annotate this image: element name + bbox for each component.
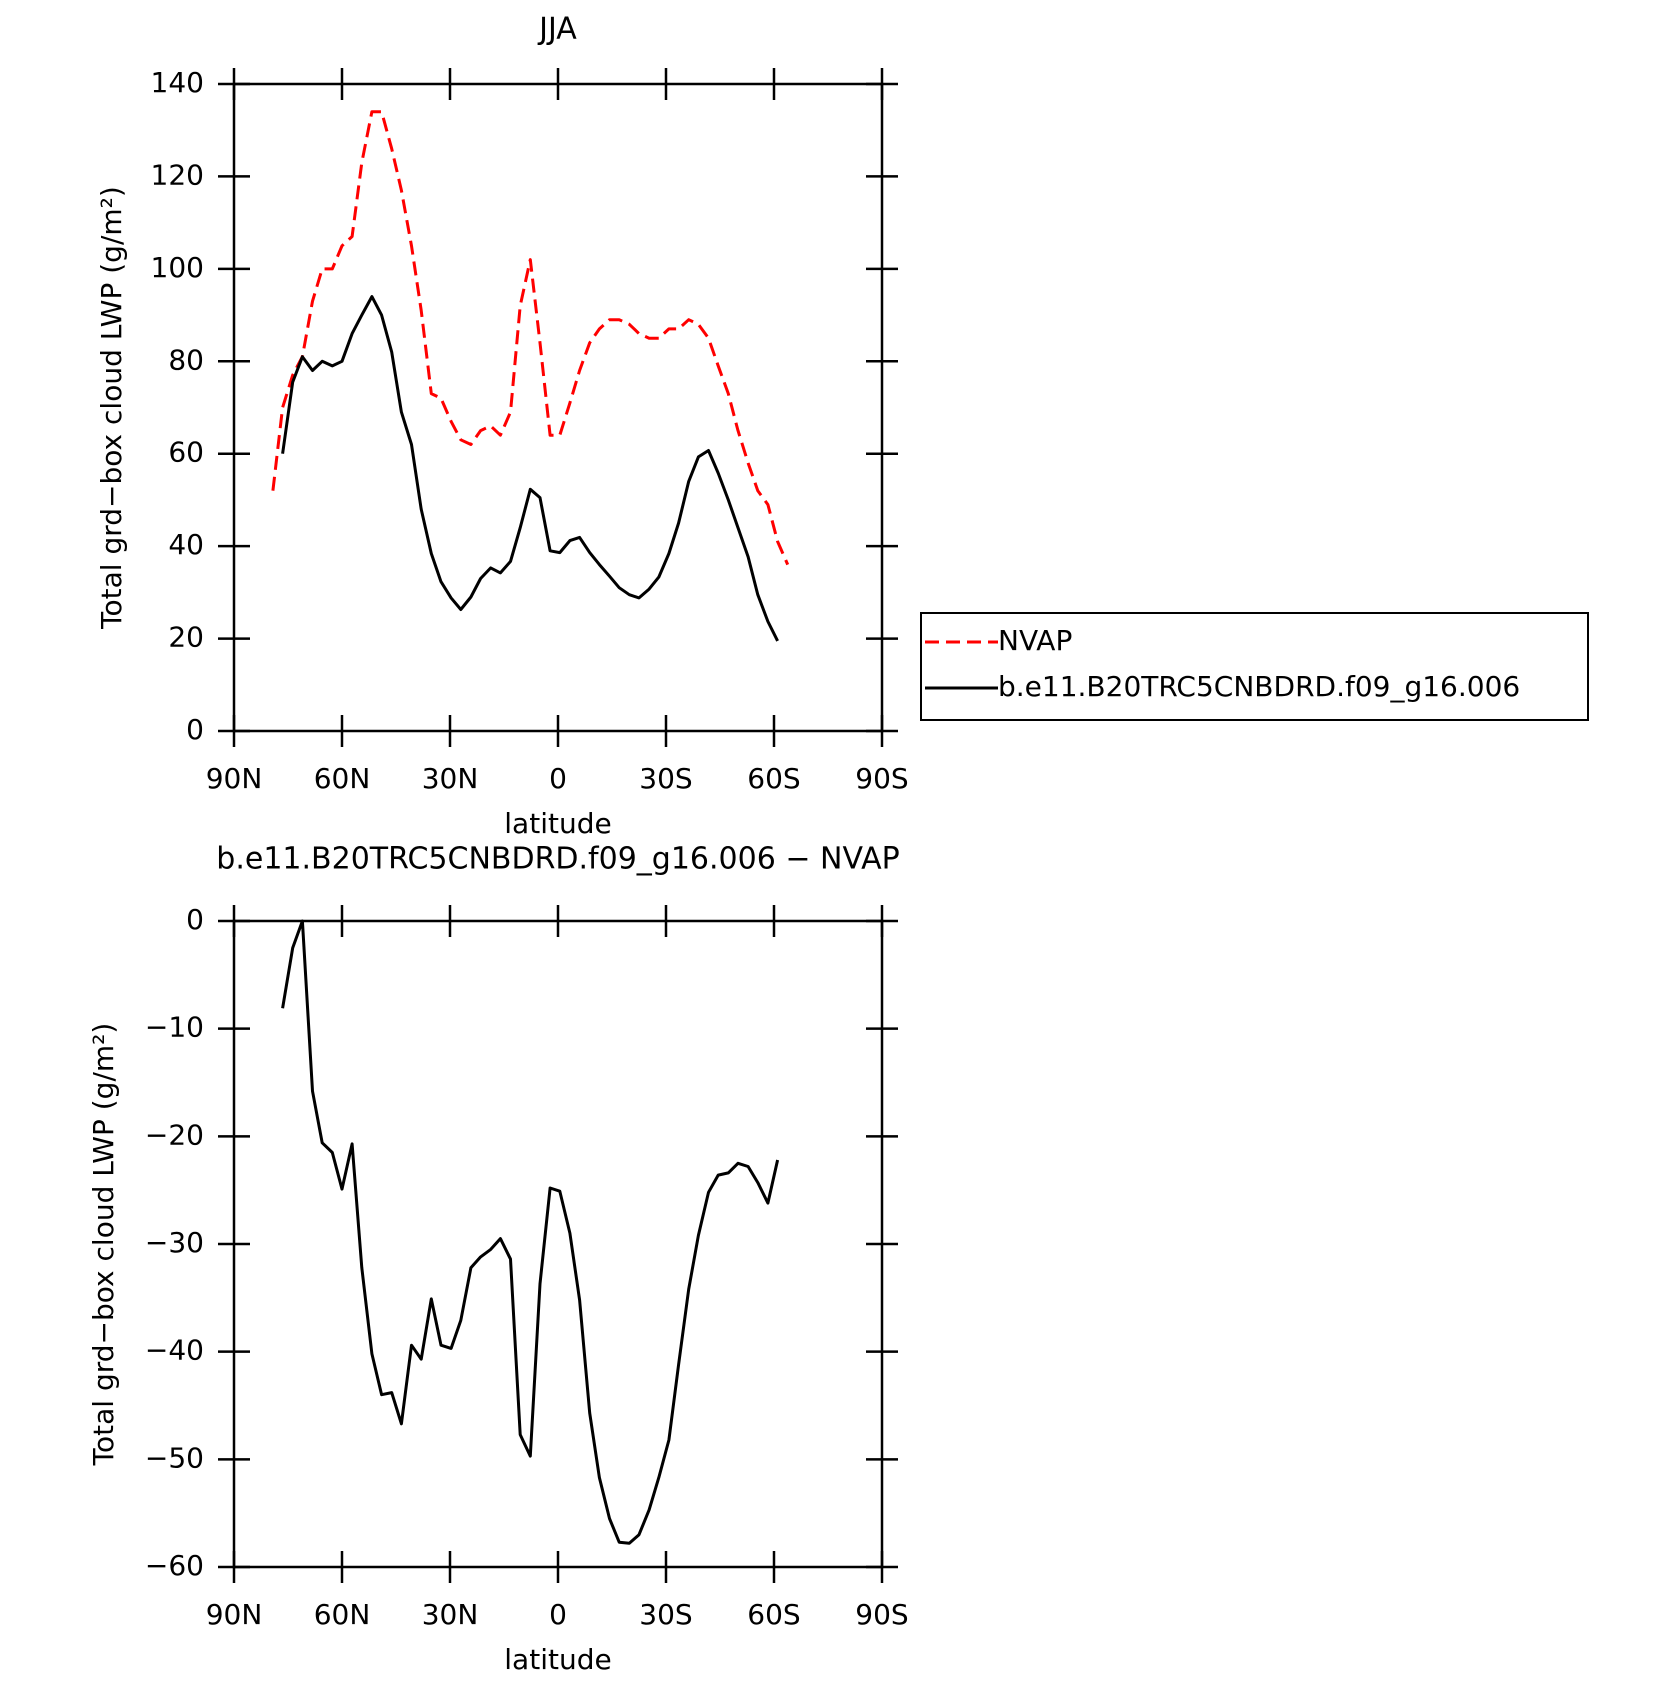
y-tick-label: 60 xyxy=(168,436,204,469)
y-tick-label: −60 xyxy=(145,1549,204,1582)
y-tick-label: 0 xyxy=(186,903,204,936)
legend-box xyxy=(920,612,1589,721)
x-axis-label: latitude xyxy=(504,1643,611,1676)
y-tick-label: 100 xyxy=(151,251,204,284)
chart-title: JJA xyxy=(537,12,577,47)
y-tick-label: 40 xyxy=(168,528,204,561)
x-tick-label: 60S xyxy=(747,1598,800,1631)
data-line xyxy=(281,295,779,642)
y-tick-label: 80 xyxy=(168,343,204,376)
x-tick-label: 30S xyxy=(639,762,692,795)
x-tick-label: 60N xyxy=(314,1598,371,1631)
y-tick-label: −20 xyxy=(145,1118,204,1151)
y-tick-label: −40 xyxy=(145,1334,204,1367)
x-tick-label: 90S xyxy=(855,1598,908,1631)
legend-label: b.e11.B20TRC5CNBDRD.f09_g16.006 xyxy=(998,670,1520,703)
x-tick-label: 90N xyxy=(206,762,263,795)
y-tick-label: 140 xyxy=(151,66,204,99)
x-tick-label: 30S xyxy=(639,1598,692,1631)
y-tick-label: 20 xyxy=(168,621,204,654)
x-tick-label: 90S xyxy=(855,762,908,795)
y-axis-label: Total grd−box cloud LWP (g/m²) xyxy=(87,1023,120,1467)
y-tick-label: −50 xyxy=(145,1441,204,1474)
data-line xyxy=(281,919,780,1545)
x-tick-label: 60S xyxy=(747,762,800,795)
y-tick-label: 120 xyxy=(151,158,204,191)
y-axis-label: Total grd−box cloud LWP (g/m²) xyxy=(95,186,128,630)
x-tick-label: 0 xyxy=(549,762,567,795)
y-tick-label: 0 xyxy=(186,713,204,746)
x-axis-label: latitude xyxy=(504,807,611,840)
x-tick-label: 30N xyxy=(422,762,479,795)
y-tick-label: −10 xyxy=(145,1011,204,1044)
plot-frame xyxy=(232,82,884,733)
x-tick-label: 90N xyxy=(206,1598,263,1631)
x-tick-label: 30N xyxy=(422,1598,479,1631)
chart-title: b.e11.B20TRC5CNBDRD.f09_g16.006 − NVAP xyxy=(216,842,899,877)
x-tick-label: 0 xyxy=(549,1598,567,1631)
y-tick-label: −30 xyxy=(145,1226,204,1259)
data-line xyxy=(271,110,790,566)
plot-frame xyxy=(232,919,884,1569)
legend-label: NVAP xyxy=(998,624,1072,657)
x-tick-label: 60N xyxy=(314,762,371,795)
